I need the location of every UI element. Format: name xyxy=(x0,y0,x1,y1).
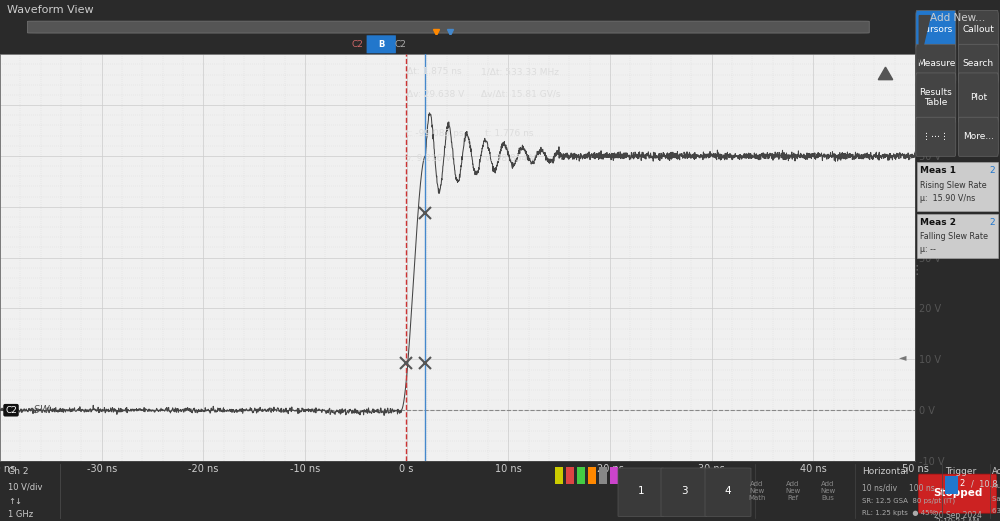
Text: ⋮: ⋮ xyxy=(910,265,923,277)
Bar xyxy=(588,467,596,484)
FancyBboxPatch shape xyxy=(27,21,869,33)
Text: 1 GHz: 1 GHz xyxy=(8,510,33,519)
Text: 10 V/div: 10 V/div xyxy=(8,482,42,491)
Text: C2: C2 xyxy=(352,40,364,49)
Text: •SW: •SW xyxy=(28,405,50,415)
Bar xyxy=(555,467,563,484)
Text: Rising Slew Rate: Rising Slew Rate xyxy=(920,181,987,190)
FancyBboxPatch shape xyxy=(918,474,997,513)
Bar xyxy=(577,467,585,484)
Text: Plot: Plot xyxy=(970,93,987,102)
Text: Add
New
Ref: Add New Ref xyxy=(785,481,801,501)
Text: Falling Slew Rate: Falling Slew Rate xyxy=(920,232,988,241)
Text: ⋮⋯⋮: ⋮⋯⋮ xyxy=(922,132,949,141)
Text: Add
New
Math: Add New Math xyxy=(748,481,766,501)
Bar xyxy=(945,476,958,494)
Text: t: -99.083 ps: t: -99.083 ps xyxy=(406,129,464,138)
Text: Callout: Callout xyxy=(962,26,994,34)
Text: C2: C2 xyxy=(394,40,406,49)
Text: Auto,  Analyze: Auto, Analyze xyxy=(992,483,1000,489)
Text: 2:19:33 AM: 2:19:33 AM xyxy=(936,518,979,521)
Text: v: 9.216 V: v: 9.216 V xyxy=(406,154,451,163)
FancyBboxPatch shape xyxy=(705,468,751,516)
Text: Search: Search xyxy=(963,59,994,68)
Text: 3: 3 xyxy=(681,486,687,496)
Text: 2: 2 xyxy=(959,479,964,488)
Text: Waveform View: Waveform View xyxy=(7,5,94,15)
Text: 63 Acqs: 63 Acqs xyxy=(992,508,1000,514)
FancyBboxPatch shape xyxy=(916,10,956,49)
Text: 20 Sep 2024: 20 Sep 2024 xyxy=(934,511,981,519)
Text: μ: --: μ: -- xyxy=(920,245,936,254)
Bar xyxy=(610,467,618,484)
FancyBboxPatch shape xyxy=(367,35,396,53)
Text: μ:  15.90 V/ns: μ: 15.90 V/ns xyxy=(920,194,975,203)
Text: Horizontal: Horizontal xyxy=(862,467,908,476)
Text: 2: 2 xyxy=(989,166,995,175)
Text: RL: 1.25 kpts  ● 45%: RL: 1.25 kpts ● 45% xyxy=(862,510,936,516)
Bar xyxy=(599,467,607,484)
Text: Δv: 29.638 V: Δv: 29.638 V xyxy=(407,90,464,99)
Text: Meas 1: Meas 1 xyxy=(920,166,956,175)
FancyBboxPatch shape xyxy=(958,117,998,156)
FancyBboxPatch shape xyxy=(618,468,664,516)
Polygon shape xyxy=(919,16,930,63)
Text: Meas 2: Meas 2 xyxy=(920,218,956,227)
Text: 10 ns/div     100 ns: 10 ns/div 100 ns xyxy=(862,483,935,492)
Text: 1/Δt: 533.33 MHz: 1/Δt: 533.33 MHz xyxy=(481,67,559,76)
Text: Δt: 1.875 ns: Δt: 1.875 ns xyxy=(407,67,461,76)
FancyBboxPatch shape xyxy=(958,73,998,122)
FancyBboxPatch shape xyxy=(916,73,956,122)
Text: Cursors: Cursors xyxy=(919,26,953,34)
Text: Sample: 8 bits: Sample: 8 bits xyxy=(992,496,1000,502)
Text: Add New...: Add New... xyxy=(930,13,985,23)
Text: /  10.8 V: / 10.8 V xyxy=(971,479,1000,488)
Text: SR: 12.5 GSA  80 ps/pt (IT): SR: 12.5 GSA 80 ps/pt (IT) xyxy=(862,497,955,503)
FancyBboxPatch shape xyxy=(916,117,956,156)
Text: Measure: Measure xyxy=(917,59,955,68)
Text: v: 38.854 V: v: 38.854 V xyxy=(485,154,536,163)
Text: Trigger: Trigger xyxy=(945,467,976,476)
Text: Ch 2: Ch 2 xyxy=(8,467,28,476)
FancyBboxPatch shape xyxy=(958,10,998,49)
Text: ↑↓: ↑↓ xyxy=(8,497,22,506)
FancyBboxPatch shape xyxy=(916,44,956,83)
Text: C2: C2 xyxy=(5,406,17,415)
Text: Δv/Δt: 15.81 GV/s: Δv/Δt: 15.81 GV/s xyxy=(481,90,561,99)
Text: Acquisition: Acquisition xyxy=(992,467,1000,476)
Text: 1: 1 xyxy=(638,486,644,496)
Text: Stopped: Stopped xyxy=(933,488,982,499)
Text: B: B xyxy=(378,40,384,49)
FancyBboxPatch shape xyxy=(661,468,707,516)
Text: 4: 4 xyxy=(725,486,731,496)
Text: 2: 2 xyxy=(989,218,995,227)
Bar xyxy=(917,162,998,211)
FancyBboxPatch shape xyxy=(958,44,998,83)
Text: t: 1.776 ns: t: 1.776 ns xyxy=(485,129,533,138)
Text: ◄: ◄ xyxy=(899,352,907,362)
Text: Results
Table: Results Table xyxy=(919,88,952,107)
Text: Add
New
Bus: Add New Bus xyxy=(820,481,836,501)
Bar xyxy=(566,467,574,484)
Text: More...: More... xyxy=(963,132,994,141)
Bar xyxy=(917,214,998,258)
